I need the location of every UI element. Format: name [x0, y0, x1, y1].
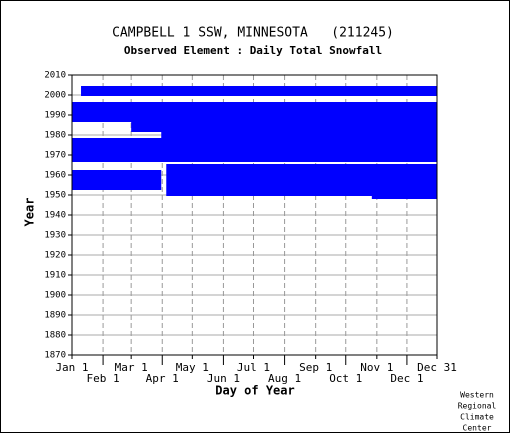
x-tick-label: Jul 1	[237, 361, 270, 374]
data-block	[161, 132, 437, 138]
credit: Regional	[458, 402, 497, 411]
y-tick-label: 1910	[44, 271, 66, 281]
y-tick-label: 1950	[44, 191, 66, 201]
x-tick-label: Aug 1	[268, 372, 301, 385]
y-tick-label: 1990	[44, 111, 66, 121]
y-tick-label: 1980	[44, 131, 66, 141]
y-tick-label: 1890	[44, 311, 66, 321]
y-tick-label: 1940	[44, 211, 66, 221]
x-tick-label: Nov 1	[360, 361, 393, 374]
chart-title: CAMPBELL 1 SSW, MINNESOTA (211245)	[112, 26, 394, 41]
chart-subtitle: Observed Element : Daily Total Snowfall	[124, 44, 382, 57]
y-tick-label: 1920	[44, 251, 66, 261]
x-tick-label: Mar 1	[115, 361, 148, 374]
plot-border	[71, 74, 438, 356]
data-block	[131, 122, 437, 132]
x-axis-label: Day of Year	[215, 384, 294, 398]
data-block	[72, 170, 162, 190]
credit: Climate	[460, 413, 494, 422]
data-block	[166, 164, 437, 196]
data-block	[371, 195, 437, 199]
x-tick-label: Dec 1	[390, 372, 423, 385]
credit: Western	[460, 391, 494, 400]
x-tick-label: Dec 31	[417, 361, 457, 374]
y-tick-label: 1900	[44, 291, 66, 301]
y-tick-label: 1970	[44, 151, 66, 161]
y-tick-label: 2010	[44, 71, 66, 81]
x-tick-label: Jan 1	[55, 361, 88, 374]
x-tick-label: Sep 1	[299, 361, 332, 374]
y-tick-label: 1870	[44, 351, 66, 361]
data-block	[72, 102, 437, 122]
data-block	[72, 138, 437, 162]
y-tick-label: 1960	[44, 171, 66, 181]
credit: Center	[463, 424, 492, 433]
x-tick-label: Jun 1	[207, 372, 240, 385]
y-tick-label: 2000	[44, 91, 66, 101]
x-tick-label: Feb 1	[87, 372, 120, 385]
y-axis-label: Year	[23, 198, 37, 227]
x-tick-label: Oct 1	[329, 372, 362, 385]
y-tick-label: 1880	[44, 331, 66, 341]
y-tick-label: 1930	[44, 231, 66, 241]
x-tick-label: Apr 1	[146, 372, 179, 385]
data-block	[81, 86, 438, 96]
x-tick-label: May 1	[176, 361, 209, 374]
